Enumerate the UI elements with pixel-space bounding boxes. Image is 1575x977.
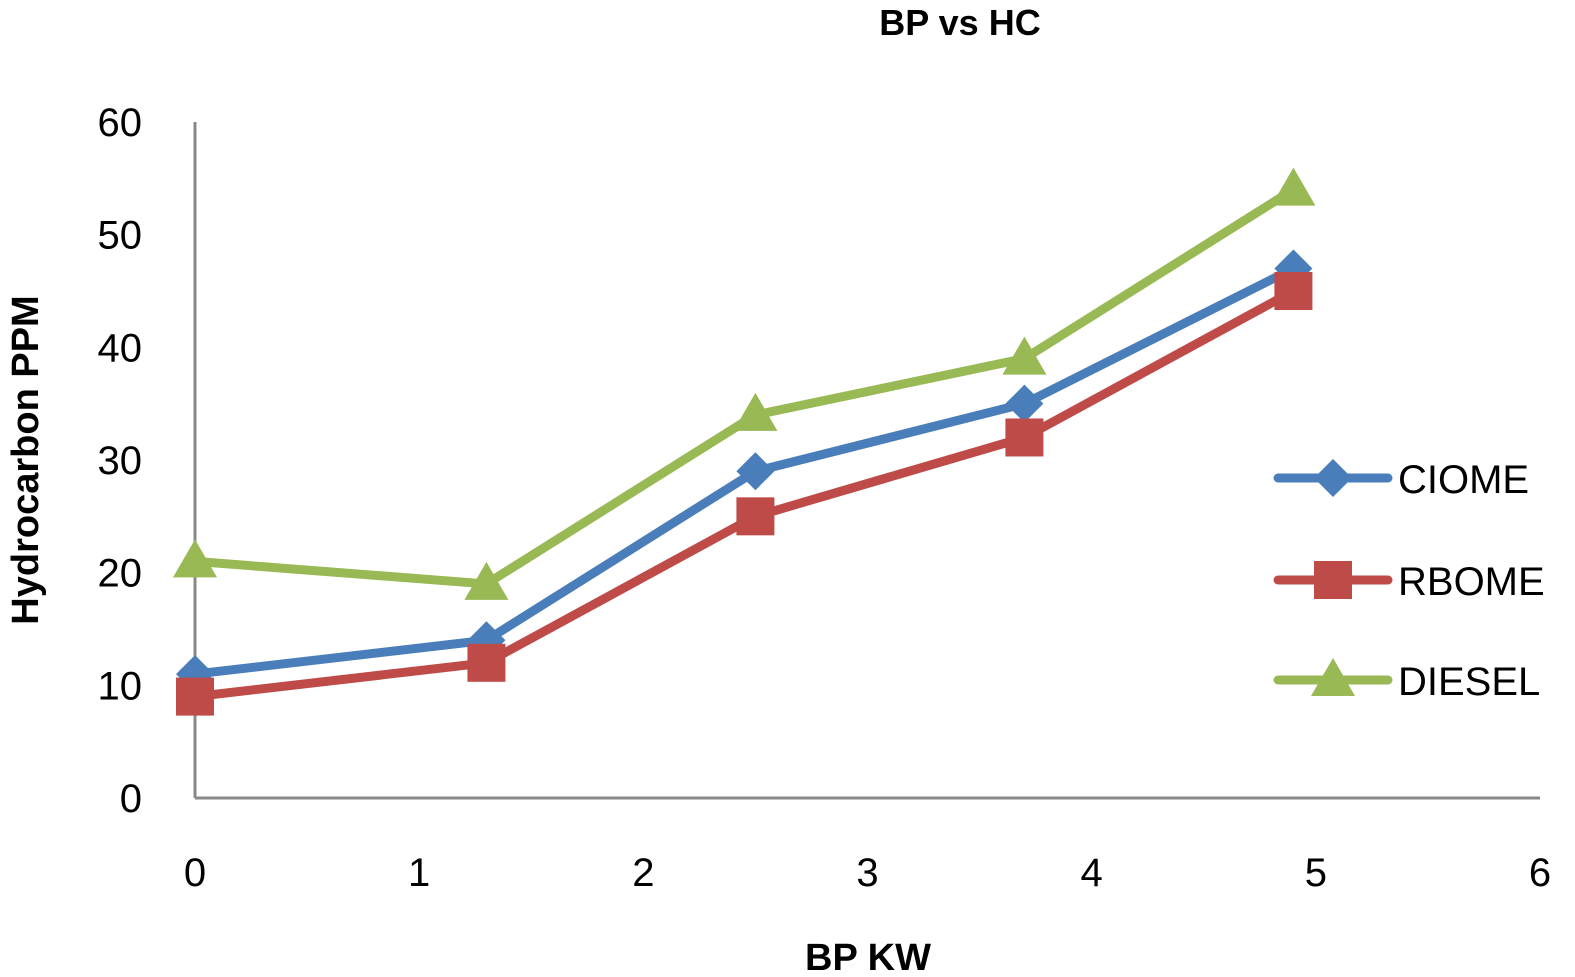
legend-label: RBOME [1398,560,1545,604]
data-point [736,497,775,536]
y-tick-label: 20 [98,552,143,596]
x-tick-label: 6 [1529,851,1551,895]
x-tick-label: 0 [184,851,206,895]
legend-marker [1314,561,1352,599]
data-point [733,392,778,431]
data-point [464,561,509,600]
y-tick-label: 40 [98,326,143,370]
x-tick-label: 4 [1081,851,1103,895]
data-point [1005,384,1044,423]
data-point [1274,272,1313,310]
x-tick-label: 5 [1305,851,1327,895]
data-point [1002,336,1047,375]
y-tick-label: 50 [98,214,143,258]
legend-label: CIOME [1398,458,1529,502]
y-tick-label: 0 [120,777,142,821]
data-point [176,677,214,716]
data-point [467,643,506,682]
x-axis-label: BP KW [805,937,931,977]
data-point [1271,167,1316,206]
series-diesel [173,167,1316,600]
legend-item-diesel: DIESEL [1273,658,1540,704]
data-point [1005,418,1044,457]
x-tick-label: 2 [632,851,654,895]
y-tick-label: 10 [98,664,143,708]
y-tick-label: 60 [98,101,143,145]
chart-title: BP vs HC [879,2,1040,43]
legend-item-rbome: RBOME [1273,560,1545,604]
data-point [173,539,217,578]
legend-marker [1311,658,1355,696]
x-tick-label: 3 [856,851,878,895]
data-point [736,452,775,491]
y-tick-label: 30 [98,439,143,483]
legend-marker [1314,459,1352,497]
legend-item-ciome: CIOME [1273,458,1529,502]
x-tick-label: 1 [408,851,430,895]
y-axis-label: Hydrocarbon PPM [5,295,47,624]
series-rbome [176,272,1313,716]
legend-label: DIESEL [1398,660,1540,704]
series-ciome [176,249,1313,694]
